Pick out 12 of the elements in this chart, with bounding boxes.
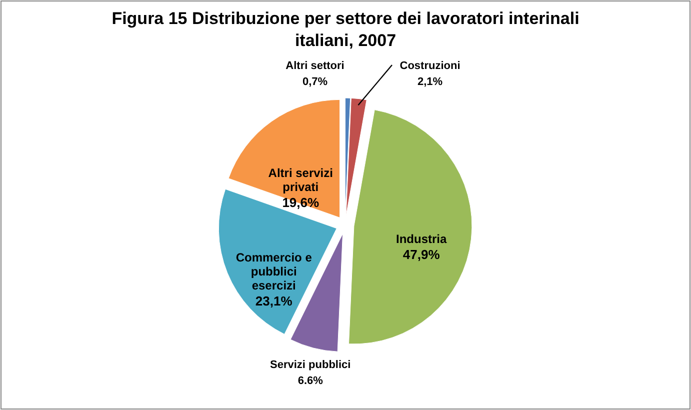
slice-label: Commercio e pubblici esercizi [236, 250, 312, 293]
data-label: 23,1% [255, 294, 293, 309]
data-label: 0,7% [302, 76, 328, 88]
slice-label: Industria [396, 232, 447, 246]
data-label: 47,9% [402, 246, 440, 262]
slice-label: Altri servizi privati [268, 166, 333, 194]
slice-label: Costruzioni [400, 60, 460, 72]
chart-title: Figura 15 Distribuzione per settore dei lavoratori interinali italiani, 2007 [112, 9, 580, 50]
data-label: 6.6% [298, 374, 324, 387]
slice-label: Altri settori [286, 60, 344, 72]
data-label: 2,1% [417, 76, 443, 88]
slice-label: Servizi pubblici [270, 358, 351, 371]
